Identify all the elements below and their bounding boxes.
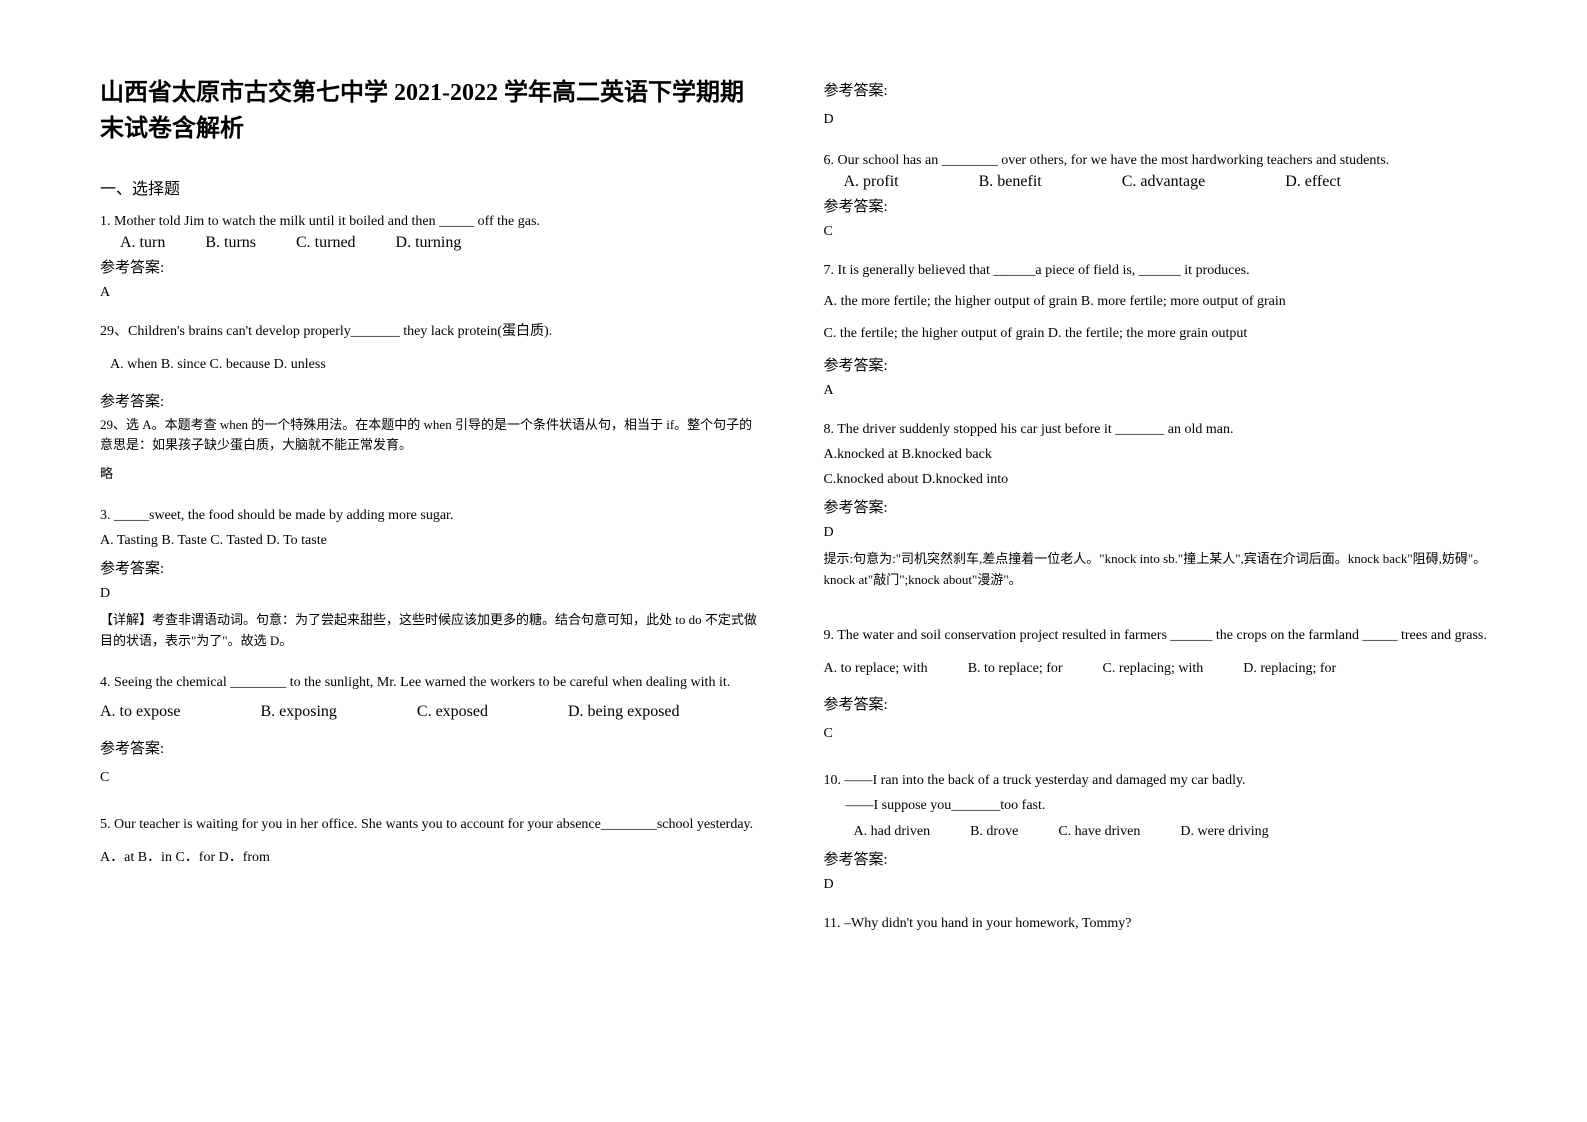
- option-d: D. turning: [396, 234, 462, 252]
- question-options-ab: A.knocked at B.knocked back: [824, 442, 1488, 467]
- question-text-2: ——I suppose you_______too fast.: [824, 793, 1488, 818]
- section-heading: 一、选择题: [100, 175, 764, 199]
- question-options: A．at B．in C．for D．from: [100, 845, 764, 870]
- skip-text: 略: [100, 464, 764, 485]
- option-a: A. to expose: [100, 703, 180, 721]
- left-column: 山西省太原市古交第七中学 2021-2022 学年高二英语下学期期末试卷含解析 …: [100, 75, 764, 1047]
- answer-value: D: [824, 112, 1488, 128]
- answer-value: C: [100, 770, 764, 786]
- answer-label: 参考答案:: [100, 557, 764, 578]
- question-text: 4. Seeing the chemical ________ to the s…: [100, 670, 764, 695]
- question-29: 29、Children's brains can't develop prope…: [100, 319, 764, 493]
- option-c: C. have driven: [1058, 819, 1140, 844]
- question-options: A. Tasting B. Taste C. Tasted D. To tast…: [100, 528, 764, 553]
- question-5: 5. Our teacher is waiting for you in her…: [100, 812, 764, 870]
- answer-value: D: [824, 525, 1488, 541]
- answer-value: D: [824, 877, 1488, 893]
- option-b: B. benefit: [979, 173, 1042, 191]
- option-c: C. exposed: [417, 703, 488, 721]
- option-c: C. turned: [296, 234, 356, 252]
- answer-value: D: [100, 586, 764, 602]
- question-11: 11. –Why didn't you hand in your homewor…: [824, 911, 1488, 936]
- question-3: 3. _____sweet, the food should be made b…: [100, 503, 764, 660]
- option-d: D. effect: [1285, 173, 1341, 191]
- question-text: 8. The driver suddenly stopped his car j…: [824, 417, 1488, 442]
- option-b: B. drove: [970, 819, 1018, 844]
- explanation: 提示:句意为:"司机突然刹车,差点撞着一位老人。"knock into sb."…: [824, 549, 1488, 591]
- option-a: A. turn: [120, 234, 165, 252]
- question-4: 4. Seeing the chemical ________ to the s…: [100, 670, 764, 794]
- question-options: A. turn B. turns C. turned D. turning: [100, 234, 764, 252]
- question-text: 11. –Why didn't you hand in your homewor…: [824, 911, 1488, 936]
- answer-value: C: [824, 224, 1488, 240]
- answer-label: 参考答案:: [824, 79, 1488, 100]
- explanation: 29、选 A。本题考查 when 的一个特殊用法。在本题中的 when 引导的是…: [100, 415, 764, 457]
- question-text: 5. Our teacher is waiting for you in her…: [100, 812, 764, 837]
- question-text: 1. Mother told Jim to watch the milk unt…: [100, 209, 764, 234]
- question-10: 10. ——I ran into the back of a truck yes…: [824, 768, 1488, 901]
- question-text-1: 10. ——I ran into the back of a truck yes…: [824, 768, 1488, 793]
- option-a: A. profit: [844, 173, 899, 191]
- question-options-cd: C. the fertile; the higher output of gra…: [824, 321, 1488, 346]
- answer-label: 参考答案:: [100, 737, 764, 758]
- option-c: C. advantage: [1122, 173, 1206, 191]
- question-text: 29、Children's brains can't develop prope…: [100, 319, 764, 344]
- question-options: A. when B. since C. because D. unless: [100, 352, 764, 377]
- question-8: 8. The driver suddenly stopped his car j…: [824, 417, 1488, 599]
- question-text: 3. _____sweet, the food should be made b…: [100, 503, 764, 528]
- question-9: 9. The water and soil conservation proje…: [824, 623, 1488, 750]
- option-a: A. to replace; with: [824, 656, 928, 681]
- question-options: A. to replace; with B. to replace; for C…: [824, 656, 1488, 681]
- answer-label: 参考答案:: [824, 354, 1488, 375]
- answer-value: C: [824, 726, 1488, 742]
- right-column: 参考答案: D 6. Our school has an ________ ov…: [824, 75, 1488, 1047]
- answer-value: A: [824, 383, 1488, 399]
- option-d: D. replacing; for: [1243, 656, 1336, 681]
- answer-label: 参考答案:: [100, 390, 764, 411]
- question-options: A. profit B. benefit C. advantage D. eff…: [824, 173, 1488, 191]
- answer-label: 参考答案:: [824, 848, 1488, 869]
- option-a: A. had driven: [854, 819, 931, 844]
- option-d: D. were driving: [1180, 819, 1268, 844]
- question-7: 7. It is generally believed that ______a…: [824, 258, 1488, 407]
- option-b: B. to replace; for: [968, 656, 1063, 681]
- question-6: 6. Our school has an ________ over other…: [824, 148, 1488, 248]
- question-options: A. had driven B. drove C. have driven D.…: [824, 819, 1488, 844]
- answer-label: 参考答案:: [824, 195, 1488, 216]
- answer-value: A: [100, 285, 764, 301]
- question-1: 1. Mother told Jim to watch the milk unt…: [100, 209, 764, 309]
- answer-label: 参考答案:: [824, 693, 1488, 714]
- option-d: D. being exposed: [568, 703, 680, 721]
- answer-label: 参考答案:: [824, 496, 1488, 517]
- question-options: A. to expose B. exposing C. exposed D. b…: [100, 703, 764, 721]
- question-options-ab: A. the more fertile; the higher output o…: [824, 289, 1488, 314]
- option-b: B. exposing: [260, 703, 336, 721]
- option-b: B. turns: [205, 234, 256, 252]
- explanation: 【详解】考查非谓语动词。句意：为了尝起来甜些，这些时候应该加更多的糖。结合句意可…: [100, 610, 764, 652]
- question-text: 7. It is generally believed that ______a…: [824, 258, 1488, 283]
- question-text: 9. The water and soil conservation proje…: [824, 623, 1488, 648]
- question-options-cd: C.knocked about D.knocked into: [824, 467, 1488, 492]
- answer-label: 参考答案:: [100, 256, 764, 277]
- question-text: 6. Our school has an ________ over other…: [824, 148, 1488, 173]
- option-c: C. replacing; with: [1103, 656, 1204, 681]
- document-title: 山西省太原市古交第七中学 2021-2022 学年高二英语下学期期末试卷含解析: [100, 75, 764, 147]
